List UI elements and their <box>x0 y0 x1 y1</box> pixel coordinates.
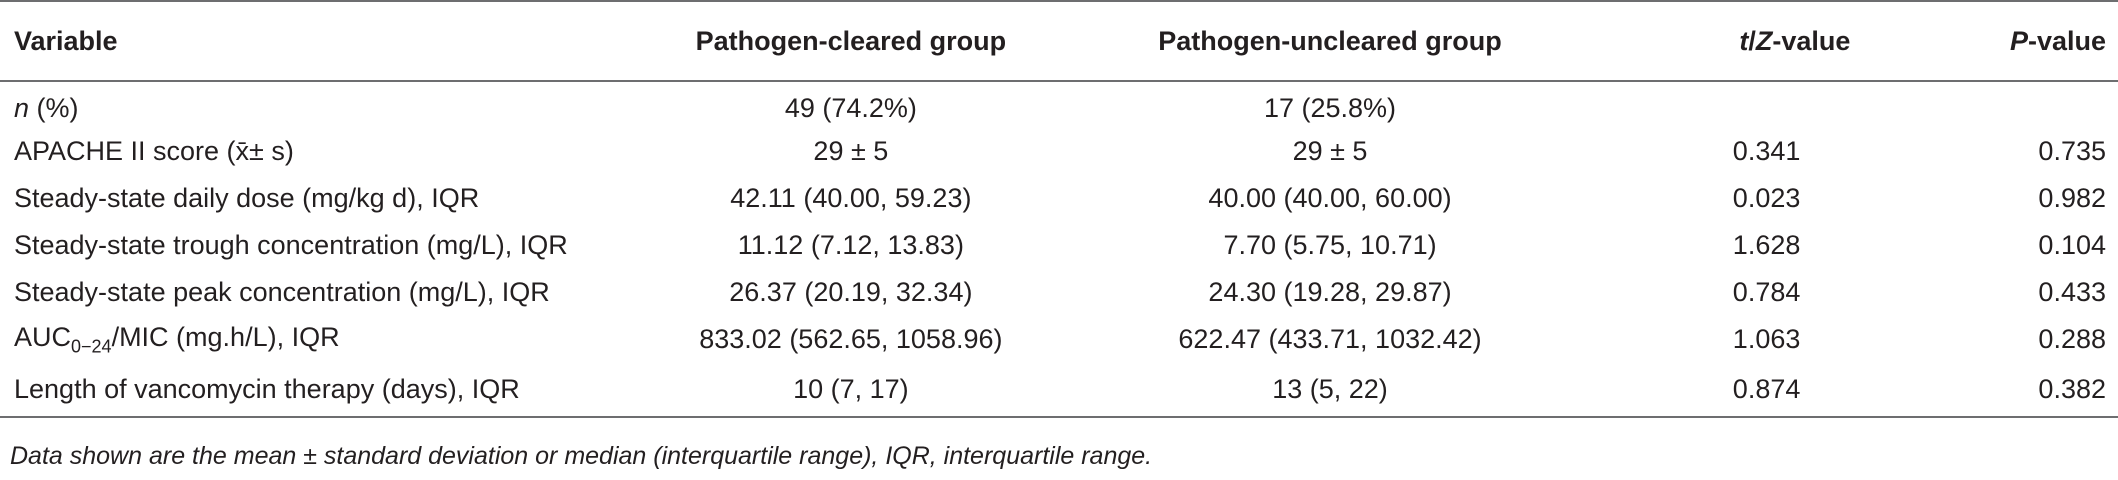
header-z-letter: Z <box>1755 25 1773 56</box>
table-row: Steady-state trough concentration (mg/L)… <box>0 222 2118 269</box>
cell-uncleared: 24.30 (19.28, 29.87) <box>1208 277 1452 307</box>
header-slash: / <box>1748 25 1756 56</box>
header-p-suffix: -value <box>2027 25 2106 56</box>
cell-uncleared: 17 (25.8%) <box>1263 92 1397 123</box>
header-p-letter: P <box>2009 25 2028 56</box>
header-cleared-group: Pathogen-cleared group <box>614 0 1088 82</box>
cell-tz: 0.784 <box>1732 277 1801 307</box>
row-label: Steady-state daily dose (mg/kg d), IQR <box>14 183 480 213</box>
cell-uncleared: 13 (5, 22) <box>1087 363 1573 418</box>
table-footnote: Data shown are the mean ± standard devia… <box>10 442 1153 470</box>
cell-p: 0.982 <box>2038 183 2106 213</box>
cell-cleared: 11.12 (7.12, 13.83) <box>737 230 964 260</box>
cell-cleared: 10 (7, 17) <box>614 363 1088 418</box>
cell-uncleared: 7.70 (5.75, 10.71) <box>1223 230 1437 260</box>
cell-p: 0.433 <box>2038 277 2106 307</box>
cell-uncleared: 622.47 (433.71, 1032.42) <box>1178 324 1482 354</box>
cell-tz: 0.341 <box>1732 136 1801 166</box>
cell-cleared: 29 ± 5 <box>813 136 889 166</box>
cell-p: 0.104 <box>2038 230 2106 260</box>
header-tz-suffix: -value <box>1772 25 1851 56</box>
header-variable: Variable <box>0 0 615 82</box>
table-body: n (%) 49 (74.2%) 17 (25.8%) APACHE II sc… <box>0 81 2118 418</box>
header-t-letter: t <box>1739 25 1749 56</box>
cell-uncleared: 29 ± 5 <box>1292 136 1368 166</box>
auc-subscript: 0−24 <box>71 336 112 357</box>
cell-tz: 0.874 <box>1572 363 1921 418</box>
cell-tz: 0.023 <box>1732 183 1801 213</box>
data-table: Variable Pathogen-cleared group Pathogen… <box>0 0 2118 418</box>
n-label-rest: (%) <box>29 92 79 123</box>
cell-cleared: 26.37 (20.19, 32.34) <box>729 277 973 307</box>
cell-tz <box>1573 81 1921 128</box>
table-row-auc: AUC0−24/MIC (mg.h/L), IQR 833.02 (562.65… <box>0 316 2118 363</box>
table-header: Variable Pathogen-cleared group Pathogen… <box>0 0 2118 82</box>
table-row: Steady-state daily dose (mg/kg d), IQR 4… <box>0 175 2118 222</box>
cell-cleared: 42.11 (40.00, 59.23) <box>730 183 972 213</box>
cell-p: 0.288 <box>2038 324 2106 354</box>
header-row: Variable Pathogen-cleared group Pathogen… <box>0 0 2118 82</box>
header-uncleared-group: Pathogen-uncleared group <box>1087 0 1573 82</box>
header-p-value: P-value <box>1920 0 2118 82</box>
cell-uncleared: 40.00 (40.00, 60.00) <box>1208 183 1452 213</box>
table-row: APACHE II score (x̄± s) 29 ± 5 29 ± 5 0.… <box>0 128 2118 175</box>
row-label: Length of vancomycin therapy (days), IQR <box>0 363 615 418</box>
cell-cleared: 49 (74.2%) <box>784 92 917 123</box>
row-label: APACHE II score (x̄± s) <box>14 136 294 166</box>
row-label: Steady-state peak concentration (mg/L), … <box>14 277 550 307</box>
cell-tz: 1.063 <box>1732 324 1801 354</box>
cell-p: 0.735 <box>2038 136 2106 166</box>
cell-p: 0.382 <box>1920 363 2118 418</box>
row-label: Steady-state trough concentration (mg/L)… <box>14 230 568 260</box>
row-label: n (%) <box>0 81 614 128</box>
cell-cleared: 833.02 (562.65, 1058.96) <box>699 324 1003 354</box>
auc-rest: /MIC (mg.h/L), IQR <box>111 321 340 352</box>
auc-main: AUC <box>14 321 72 352</box>
cell-p <box>1920 81 2118 128</box>
header-tz-value: t/Z-value <box>1572 0 1921 82</box>
table-row-n: n (%) 49 (74.2%) 17 (25.8%) <box>0 81 2118 128</box>
table-row: Steady-state peak concentration (mg/L), … <box>0 269 2118 316</box>
table-row: Length of vancomycin therapy (days), IQR… <box>0 363 2118 418</box>
row-label: AUC0−24/MIC (mg.h/L), IQR <box>0 316 614 363</box>
cell-tz: 1.628 <box>1732 230 1801 260</box>
n-symbol: n <box>14 92 30 123</box>
